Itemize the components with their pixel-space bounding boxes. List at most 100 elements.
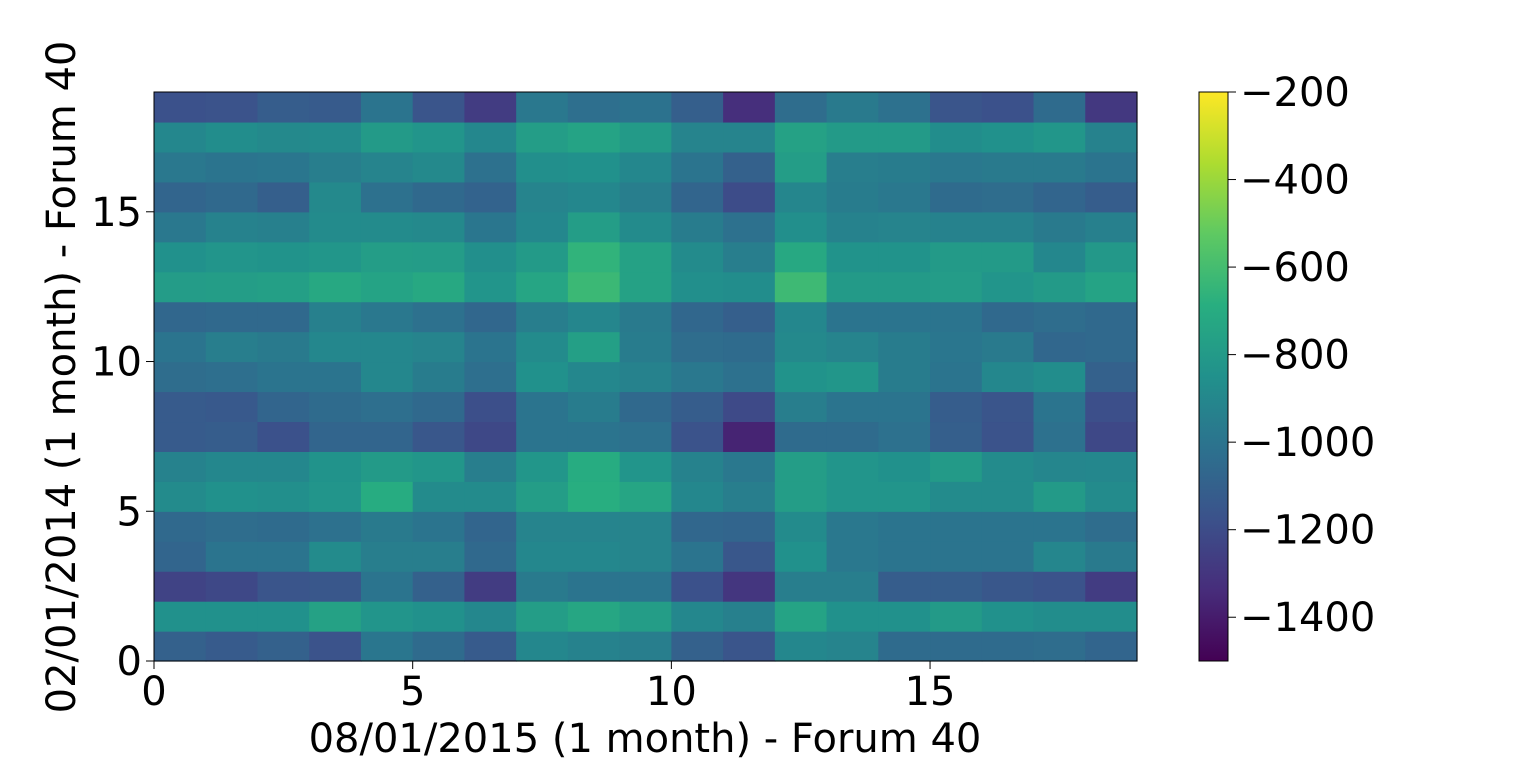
y-axis-label: 02/01/2014 (1 month) - Forum 40 bbox=[39, 41, 85, 714]
heatmap-cell bbox=[878, 361, 931, 393]
heatmap-cell bbox=[930, 391, 983, 423]
heatmap-cell bbox=[309, 151, 362, 183]
heatmap-cell bbox=[826, 601, 879, 632]
heatmap-cell bbox=[464, 631, 517, 662]
heatmap-cell bbox=[774, 92, 828, 123]
heatmap-cell bbox=[412, 271, 466, 303]
heatmap-cell bbox=[154, 301, 207, 333]
heatmap-cell bbox=[878, 451, 931, 482]
heatmap-cell bbox=[878, 601, 931, 632]
heatmap-cell bbox=[1033, 92, 1086, 123]
heatmap-cell bbox=[567, 391, 621, 423]
heatmap-cell bbox=[309, 631, 362, 662]
heatmap-cell bbox=[464, 361, 517, 393]
heatmap-cell bbox=[516, 121, 569, 153]
heatmap-cell bbox=[930, 631, 983, 662]
heatmap-cell bbox=[930, 541, 983, 572]
heatmap-cell bbox=[309, 92, 362, 123]
heatmap-cell bbox=[1033, 271, 1086, 303]
x-tick-label: 15 bbox=[905, 669, 956, 715]
colorbar-tick-label: −1200 bbox=[1240, 508, 1375, 554]
heatmap-cell bbox=[671, 151, 724, 183]
heatmap-cell bbox=[567, 451, 621, 482]
heatmap-cell bbox=[257, 451, 310, 482]
heatmap-cell bbox=[774, 571, 828, 602]
heatmap-cell bbox=[154, 451, 207, 482]
heatmap-cell bbox=[826, 151, 879, 183]
heatmap-cell bbox=[154, 601, 207, 632]
heatmap-cell bbox=[619, 391, 672, 423]
heatmap-cell bbox=[1033, 511, 1086, 542]
heatmap-cell bbox=[154, 181, 207, 213]
heatmap-cell bbox=[516, 571, 569, 602]
heatmap-cell bbox=[619, 601, 672, 632]
heatmap-cell bbox=[619, 481, 672, 512]
heatmap-cell bbox=[981, 541, 1035, 572]
heatmap-cell bbox=[1033, 331, 1086, 363]
heatmap-cell bbox=[360, 541, 414, 572]
heatmap-cell bbox=[826, 631, 879, 662]
x-tick-label: 0 bbox=[141, 669, 166, 715]
heatmap-cell bbox=[257, 211, 310, 243]
heatmap-cell bbox=[154, 271, 207, 303]
heatmap-cell bbox=[309, 211, 362, 243]
heatmap-cell bbox=[257, 391, 310, 423]
heatmap-cell bbox=[981, 121, 1035, 153]
heatmap-cell bbox=[723, 511, 776, 542]
heatmap-cell bbox=[619, 271, 672, 303]
heatmap-cell bbox=[205, 181, 259, 213]
heatmap-cell bbox=[981, 631, 1035, 662]
heatmap-cell bbox=[774, 511, 828, 542]
heatmap-cell bbox=[774, 151, 828, 183]
heatmap-cell bbox=[930, 481, 983, 512]
heatmap-cell bbox=[567, 151, 621, 183]
y-tick-label: 10 bbox=[91, 340, 142, 386]
heatmap-cell bbox=[516, 331, 569, 363]
heatmap-cell bbox=[360, 451, 414, 482]
heatmap-cell bbox=[1085, 211, 1138, 243]
heatmap-cell bbox=[671, 92, 724, 123]
heatmap-cell bbox=[257, 181, 310, 213]
heatmap-cell bbox=[619, 331, 672, 363]
heatmap-cell bbox=[516, 361, 569, 393]
heatmap-cell bbox=[1033, 301, 1086, 333]
heatmap-cell bbox=[464, 331, 517, 363]
heatmap-cell bbox=[464, 301, 517, 333]
heatmap-cell bbox=[567, 511, 621, 542]
heatmap-cell bbox=[671, 121, 724, 153]
heatmap-cell bbox=[826, 511, 879, 542]
heatmap-cell bbox=[205, 211, 259, 243]
heatmap-cell bbox=[464, 571, 517, 602]
heatmap-cell bbox=[1085, 601, 1138, 632]
heatmap-cell bbox=[360, 181, 414, 213]
heatmap-cell bbox=[930, 301, 983, 333]
heatmap-cell bbox=[826, 301, 879, 333]
heatmap-cell bbox=[723, 361, 776, 393]
heatmap-cell bbox=[205, 601, 259, 632]
heatmap-cell bbox=[464, 121, 517, 153]
heatmap-cell bbox=[154, 361, 207, 393]
heatmap-cell bbox=[567, 331, 621, 363]
heatmap-cell bbox=[205, 92, 259, 123]
heatmap-cell bbox=[981, 511, 1035, 542]
heatmap-cell bbox=[360, 361, 414, 393]
heatmap-cell bbox=[464, 541, 517, 572]
heatmap-cell bbox=[205, 121, 259, 153]
heatmap-cell bbox=[774, 181, 828, 213]
heatmap-cell bbox=[154, 391, 207, 423]
heatmap-cell bbox=[516, 271, 569, 303]
y-axis-ticks: 0 5 10 15 bbox=[91, 190, 154, 685]
heatmap-cell bbox=[464, 151, 517, 183]
heatmap-cell bbox=[1085, 271, 1138, 303]
heatmap-cell bbox=[723, 451, 776, 482]
heatmap-cell bbox=[516, 451, 569, 482]
heatmap-cell bbox=[671, 511, 724, 542]
heatmap-cell bbox=[826, 481, 879, 512]
heatmap-cell bbox=[619, 361, 672, 393]
heatmap-cell bbox=[619, 211, 672, 243]
heatmap-cell bbox=[360, 271, 414, 303]
heatmap-cell bbox=[360, 331, 414, 363]
heatmap-cell bbox=[309, 391, 362, 423]
heatmap-cell bbox=[1033, 601, 1086, 632]
heatmap-cell bbox=[1085, 481, 1138, 512]
